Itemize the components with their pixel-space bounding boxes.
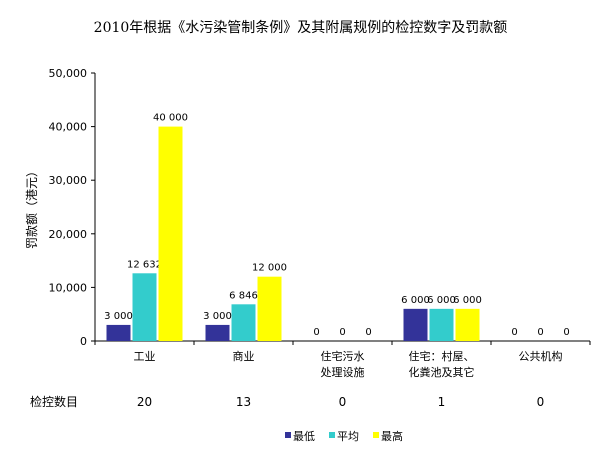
category-label: 住宅污水 [321,349,365,363]
prosecution-count: 0 [537,395,545,409]
prosecution-count: 1 [438,395,446,409]
data-label: 6 000 [427,295,456,306]
prosecution-count: 13 [236,395,251,409]
bar-最低 [205,324,230,341]
category-label: 处理设施 [321,366,365,379]
bar-最低 [403,308,428,341]
y-tick-label: 20,000 [49,228,88,241]
legend-label: 最低 [293,430,315,443]
bar-平均 [132,273,157,341]
data-label: 12 632 [127,259,162,270]
data-label: 3 000 [104,311,133,322]
bar-最高 [455,308,480,341]
data-label: 0 [365,327,371,338]
bar-平均 [429,308,454,341]
data-label: 0 [537,327,543,338]
data-label: 0 [313,327,319,338]
y-axis-title: 罚款额（港元） [25,165,39,249]
y-tick-label: 0 [80,335,87,348]
bar-最高 [257,276,282,341]
prosecution-count: 20 [137,395,152,409]
legend-label: 平均 [337,430,359,443]
data-label: 6 000 [453,295,482,306]
table-row-label: 检控数目 [30,394,78,409]
legend-swatch-平均 [329,432,335,438]
legend-swatch-最高 [373,432,379,438]
y-tick-label: 40,000 [49,121,88,134]
bar-平均 [231,304,256,341]
bar-最低 [106,324,131,341]
category-label: 商业 [233,349,255,363]
category-label: 住宅：村屋、 [409,349,475,363]
bar-最高 [158,126,183,341]
data-label: 40 000 [153,113,188,124]
data-label: 12 000 [252,263,287,274]
y-tick-label: 50,000 [49,67,88,80]
data-label: 6 846 [229,290,258,301]
data-label: 0 [511,327,517,338]
legend-label: 最高 [381,429,403,443]
data-label: 0 [563,327,569,338]
data-label: 3 000 [203,311,232,322]
legend-swatch-最低 [285,432,291,438]
data-label: 0 [339,327,345,338]
chart-title: 2010年根据《水污染管制条例》及其附属规例的检控数字及罚款额 [93,20,508,36]
y-tick-label: 10,000 [49,281,88,294]
data-label: 6 000 [401,295,430,306]
prosecution-count: 0 [339,395,347,409]
category-label: 公共机构 [519,349,563,363]
y-tick-label: 30,000 [49,174,88,187]
category-label: 工业 [134,350,156,363]
category-label: 化粪池及其它 [409,365,475,379]
